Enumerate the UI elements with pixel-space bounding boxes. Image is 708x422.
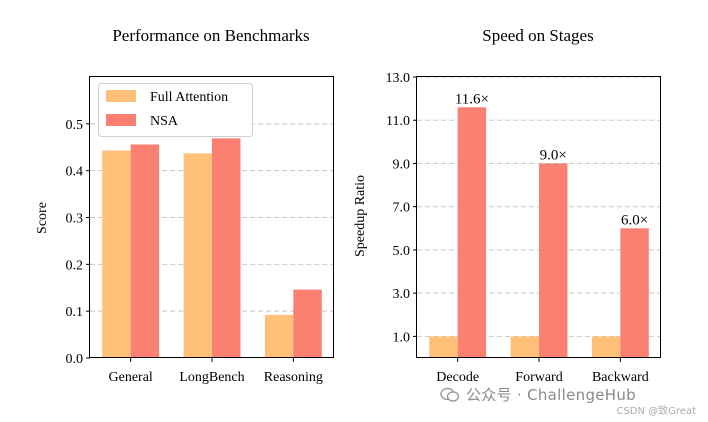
bar-full-attention-decode xyxy=(429,336,458,358)
chart-title: Performance on Benchmarks xyxy=(112,26,309,45)
x-tick-label: Backward xyxy=(592,370,649,385)
bar-full-attention-forward xyxy=(510,336,539,358)
y-axis-label: Score xyxy=(35,202,50,234)
y-tick-label: 0.4 xyxy=(66,165,84,180)
y-tick-label: 0.5 xyxy=(66,118,84,133)
bar-full-attention-longbench xyxy=(183,153,212,358)
x-tick-label: General xyxy=(109,370,153,385)
bar-nsa-backward xyxy=(620,228,649,358)
y-tick-label: 11.0 xyxy=(386,114,410,129)
y-tick-label: 5.0 xyxy=(393,244,411,259)
watermark-main: 公众号 · ChallengeHub xyxy=(440,384,636,405)
chart-title: Speed on Stages xyxy=(482,26,593,45)
x-tick-label: Decode xyxy=(436,370,479,385)
x-tick-label: LongBench xyxy=(179,370,244,385)
plot-area-frame xyxy=(416,76,661,358)
data-label: 6.0× xyxy=(621,212,648,228)
y-axis-label: Speedup Ratio xyxy=(353,175,368,257)
data-label: 11.6× xyxy=(455,91,489,107)
y-tick-label: 0.1 xyxy=(66,305,84,320)
bar-nsa-general xyxy=(130,144,160,358)
legend-swatch-full-attention xyxy=(106,90,136,102)
legend-label-full-attention: Full Attention xyxy=(150,90,228,105)
wechat-icon xyxy=(440,387,460,402)
y-tick-label: 0.3 xyxy=(66,212,84,227)
bar-full-attention-reasoning xyxy=(264,314,294,358)
x-tick-label: Reasoning xyxy=(264,370,323,385)
watermark-main-text: 公众号 · ChallengeHub xyxy=(466,386,637,404)
y-tick-label: 3.0 xyxy=(393,287,411,302)
legend-label-nsa: NSA xyxy=(150,114,179,129)
y-tick-label: 1.0 xyxy=(393,330,411,345)
bar-nsa-longbench xyxy=(212,138,241,358)
chart-performance: Performance on Benchmarks Score 0.0 0.1 0.… xyxy=(35,26,334,385)
y-tick-label: 0.2 xyxy=(66,258,84,273)
chart-speed: Speed on Stages Speedup Ratio 11.6× 9.0× 6… xyxy=(353,26,661,385)
y-tick-label: 9.0 xyxy=(393,157,411,172)
y-tick-label: 7.0 xyxy=(393,201,411,216)
watermark-sub: CSDN @致Great xyxy=(616,406,696,417)
bar-nsa-decode xyxy=(457,107,487,358)
plot-area-frame xyxy=(89,76,334,358)
legend: Full Attention NSA xyxy=(98,83,253,137)
y-tick-label: 0.0 xyxy=(66,352,84,367)
bar-nsa-reasoning xyxy=(293,289,322,358)
legend-swatch-nsa xyxy=(106,114,136,126)
x-tick-label: Forward xyxy=(515,370,562,385)
y-tick-label: 13.0 xyxy=(386,71,411,86)
bar-nsa-forward xyxy=(539,163,568,358)
data-label: 9.0× xyxy=(540,147,567,163)
bar-full-attention-backward xyxy=(591,336,621,358)
bar-full-attention-general xyxy=(102,150,131,358)
